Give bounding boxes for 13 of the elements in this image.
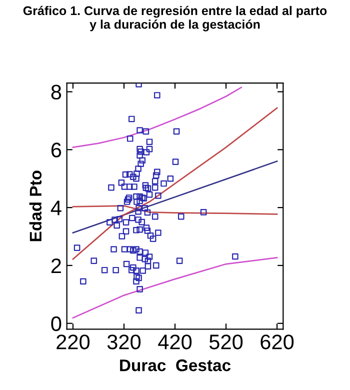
y-tick-label: 8 <box>51 84 62 100</box>
x-tick-label: 520 <box>209 334 243 350</box>
x-tick-label: 220 <box>56 334 90 350</box>
x-axis-title: Durac Gestac <box>120 359 231 372</box>
x-tick-label: 420 <box>158 334 192 350</box>
y-axis-title: Edad Pto <box>29 170 42 242</box>
x-tick-label: 320 <box>107 334 141 350</box>
x-tick-label: 620 <box>260 334 294 350</box>
y-tick-label: 4 <box>50 200 62 216</box>
chart-title: Gráfico 1. Curva de regresión entre la edad al parto y la duración de la gestación <box>23 6 327 32</box>
y-tick-label: 6 <box>51 142 62 158</box>
y-tick-label: 0 <box>51 316 62 332</box>
y-tick-label: 2 <box>51 258 61 274</box>
